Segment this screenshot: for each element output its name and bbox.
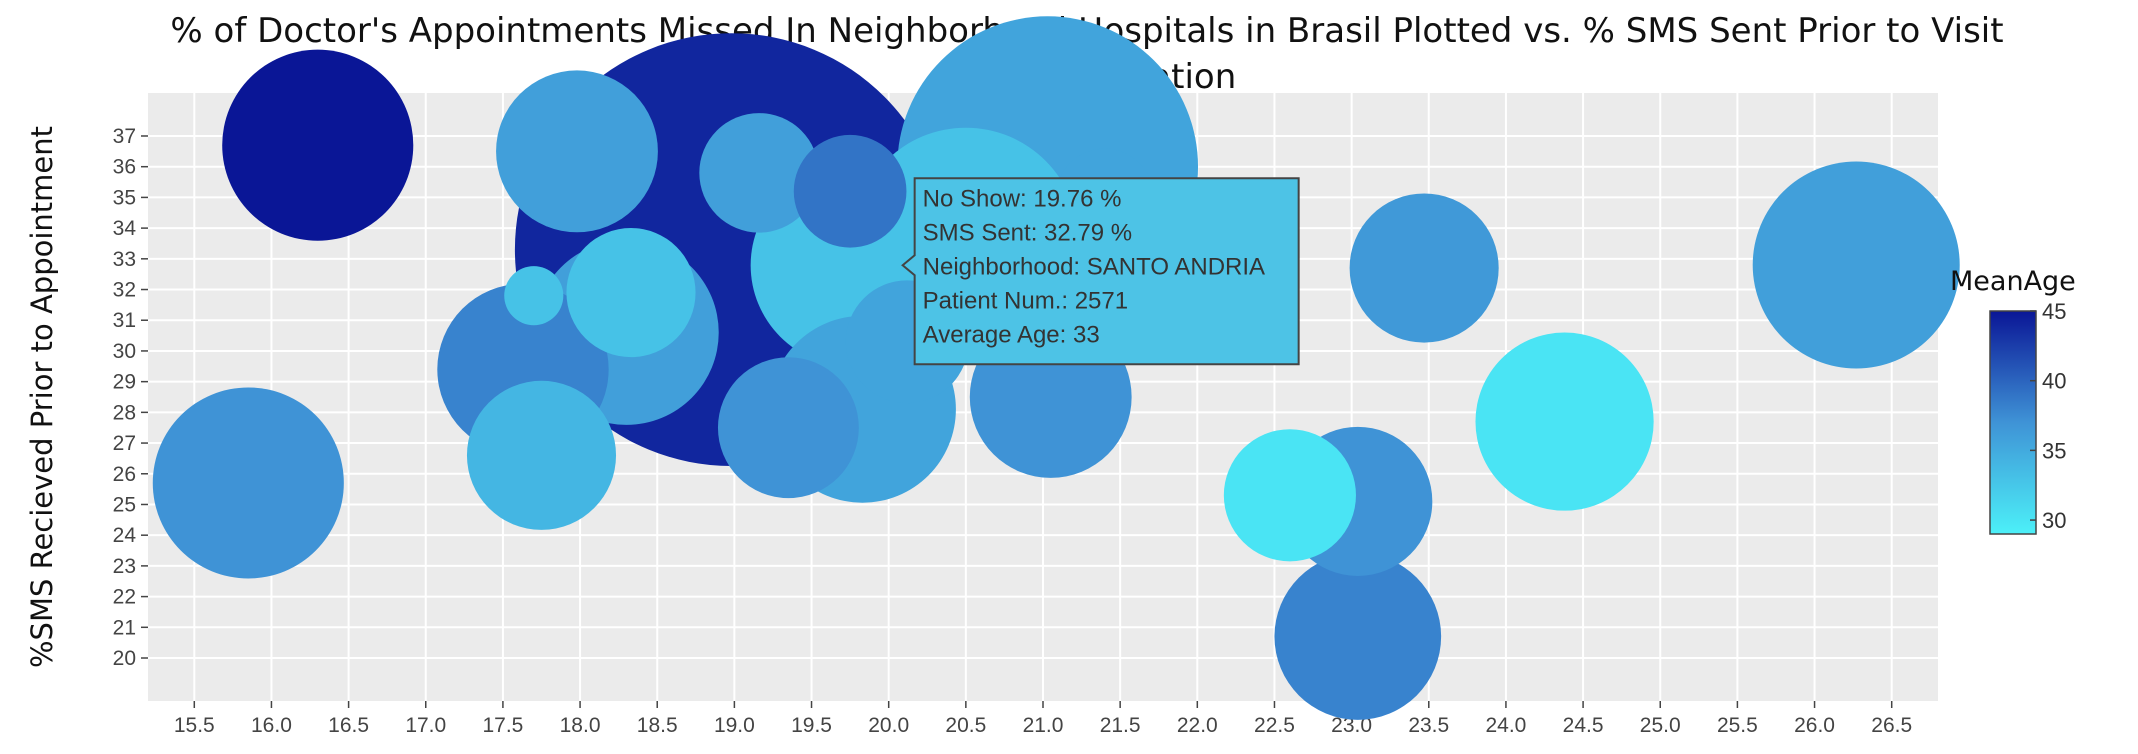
- x-tick-label: 21.5: [1100, 714, 1141, 737]
- x-tick-label: 20.0: [868, 714, 909, 737]
- y-tick-label: 24: [113, 524, 137, 547]
- y-tick-label: 20: [113, 647, 136, 670]
- x-tick-label: 26.5: [1871, 714, 1912, 737]
- bubble-point[interactable]: [1274, 553, 1442, 720]
- y-tick-label: 28: [113, 401, 136, 424]
- x-tick-label: 26.0: [1794, 714, 1835, 737]
- y-tick-label: 36: [113, 156, 136, 179]
- bubble-point[interactable]: [496, 70, 658, 233]
- y-axis-ticks: 20 21 22 23 24 25 26 27 28 29 30 31 32 33 34 35 36 37: [113, 125, 148, 670]
- bubble-point[interactable]: [793, 134, 907, 248]
- bubble-point[interactable]: [717, 357, 859, 499]
- colorbar-ticks: 45 40 35 30: [2030, 299, 2066, 533]
- x-tick-label: 16.0: [251, 714, 292, 737]
- tooltip-line: No Show: 19.76 %: [923, 185, 1122, 212]
- colorbar-tick-label: 35: [2042, 438, 2066, 463]
- x-tick-label: 19.5: [791, 714, 832, 737]
- bubble-point[interactable]: [1475, 332, 1654, 511]
- colorbar-tick-label: 40: [2042, 369, 2066, 394]
- x-tick-label: 25.5: [1717, 714, 1758, 737]
- x-tick-label: 18.5: [637, 714, 678, 737]
- y-tick-label: 22: [113, 586, 136, 609]
- colorbar-title: MeanAge: [1950, 266, 2076, 297]
- y-axis-title: %SMS Recieved Prior to Appointment: [25, 126, 59, 668]
- x-tick-label: 17.5: [482, 714, 523, 737]
- y-tick-label: 23: [113, 555, 136, 578]
- x-tick-label: 21.0: [1023, 714, 1064, 737]
- tooltip-line: Patient Num.: 2571: [923, 287, 1128, 314]
- y-tick-label: 26: [113, 463, 136, 486]
- colorbar-tick-label: 45: [2042, 299, 2066, 324]
- x-tick-label: 15.5: [174, 714, 215, 737]
- y-tick-label: 21: [113, 616, 136, 639]
- x-tick-label: 24.5: [1563, 714, 1604, 737]
- x-tick-label: 18.0: [560, 714, 601, 737]
- bubble-point[interactable]: [1349, 193, 1499, 343]
- x-tick-label: 25.0: [1640, 714, 1681, 737]
- x-tick-label: 22.0: [1177, 714, 1218, 737]
- x-tick-label: 23.5: [1408, 714, 1449, 737]
- y-tick-label: 27: [113, 432, 136, 455]
- y-tick-label: 33: [113, 248, 136, 271]
- x-tick-label: 16.5: [328, 714, 369, 737]
- x-tick-label: 17.0: [405, 714, 446, 737]
- y-tick-label: 31: [113, 309, 136, 332]
- y-tick-label: 35: [113, 186, 136, 209]
- bubble-point[interactable]: [1752, 161, 1960, 369]
- tooltip-line: Neighborhood: SANTO ANDRIA: [923, 253, 1265, 280]
- y-tick-label: 34: [113, 217, 137, 240]
- x-tick-label: 24.0: [1485, 714, 1526, 737]
- x-axis-ticks: 15.5 16.0 16.5 17.0 17.5 18.0 18.5 19.0 19.5 20.0…: [174, 701, 1912, 737]
- x-tick-label: 23.0: [1331, 714, 1372, 737]
- x-tick-label: 22.5: [1254, 714, 1295, 737]
- bubble-point[interactable]: [222, 49, 414, 241]
- bubble-point[interactable]: [1223, 429, 1356, 562]
- colorbar: [1989, 310, 2037, 535]
- y-tick-label: 37: [113, 125, 136, 148]
- tooltip-line: SMS Sent: 32.79 %: [923, 219, 1132, 246]
- tooltip-box: [901, 177, 1300, 366]
- colorbar-tick-label: 30: [2042, 508, 2066, 533]
- y-tick-label: 30: [113, 340, 136, 363]
- tooltip-line: Average Age: 33: [923, 321, 1100, 348]
- x-tick-label: 20.5: [945, 714, 986, 737]
- y-tick-label: 25: [113, 493, 136, 516]
- bubble-point[interactable]: [504, 266, 564, 326]
- bubble-point[interactable]: [466, 380, 617, 530]
- hover-tooltip: No Show: 19.76 % SMS Sent: 32.79 % Neighbo…: [901, 177, 1300, 366]
- bubble-point[interactable]: [699, 113, 819, 233]
- bubble-point[interactable]: [566, 228, 696, 358]
- bubble-point[interactable]: [152, 387, 344, 579]
- y-tick-label: 29: [113, 371, 136, 394]
- y-tick-label: 32: [113, 279, 136, 302]
- x-tick-label: 19.0: [714, 714, 755, 737]
